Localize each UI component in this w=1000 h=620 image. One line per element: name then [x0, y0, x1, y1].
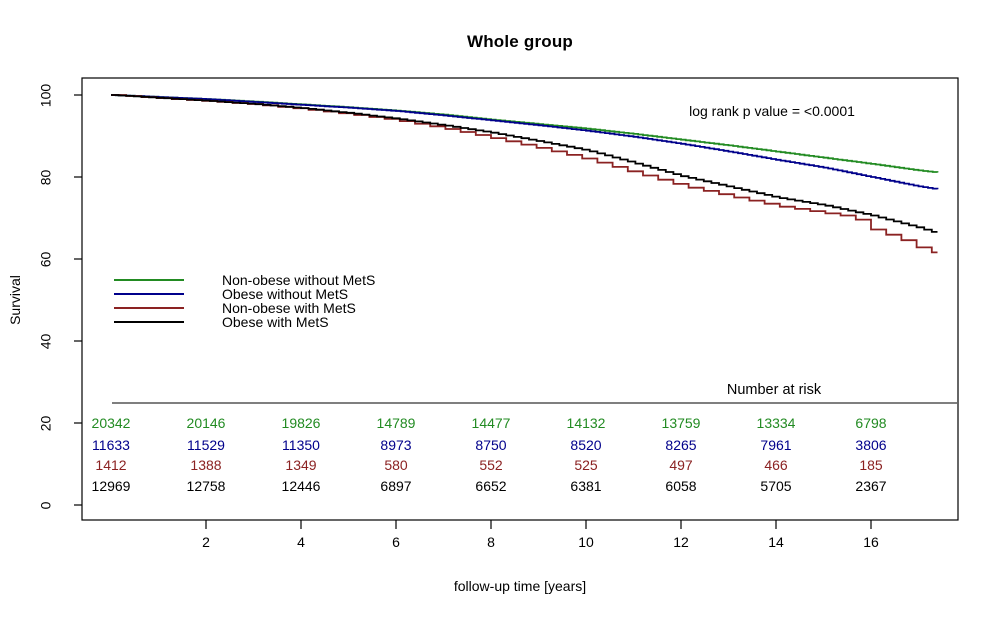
risk-cell: 1412	[95, 457, 127, 473]
x-tick-label: 12	[673, 534, 689, 550]
x-tick-label: 8	[487, 534, 495, 550]
risk-cell: 1388	[190, 457, 222, 473]
risk-cell: 20342	[91, 415, 131, 431]
risk-cell: 6798	[855, 415, 887, 431]
risk-cell: 6897	[380, 478, 412, 494]
legend-label: Non-obese without MetS	[222, 272, 376, 288]
risk-cell: 11350	[282, 437, 320, 453]
risk-cell: 5705	[760, 478, 792, 494]
x-tick-label: 4	[297, 534, 305, 550]
risk-cell: 12758	[186, 478, 226, 494]
x-tick-label: 2	[202, 534, 210, 550]
legend-line-swatch	[114, 307, 184, 309]
risk-cell: 6058	[665, 478, 697, 494]
risk-cell: 525	[574, 457, 598, 473]
risk-cell: 466	[764, 457, 788, 473]
legend-label: Non-obese with MetS	[222, 300, 356, 316]
risk-cell: 2367	[855, 478, 887, 494]
risk-cell: 19826	[281, 415, 321, 431]
risk-cell: 14789	[376, 415, 416, 431]
risk-cell: 8750	[475, 437, 507, 453]
risk-cell: 185	[859, 457, 883, 473]
risk-cell: 497	[669, 457, 693, 473]
risk-cell: 20146	[186, 415, 226, 431]
legend-line-swatch	[114, 321, 184, 323]
x-tick-label: 16	[863, 534, 879, 550]
risk-cell: 580	[384, 457, 408, 473]
y-axis-ticks	[74, 94, 82, 506]
risk-cell: 8973	[380, 437, 412, 453]
legend-item: Non-obese with MetS	[0, 301, 420, 315]
risk-cell: 552	[479, 457, 503, 473]
survival-curve-obese-with-mets	[111, 94, 938, 233]
survival-curve-obese-without-mets	[111, 94, 939, 190]
risk-cell: 6381	[570, 478, 602, 494]
y-tick-label: 20	[37, 415, 54, 431]
risk-cell: 3806	[855, 437, 887, 453]
legend-line-swatch	[114, 293, 184, 295]
x-axis-ticks	[205, 520, 872, 529]
risk-cell: 12969	[91, 478, 131, 494]
risk-cell: 14477	[471, 415, 511, 431]
risk-cell: 11633	[92, 437, 130, 453]
chart-title: Whole group	[466, 32, 574, 51]
risk-cell: 11529	[187, 437, 225, 453]
y-tick-label: 0	[37, 501, 54, 509]
risk-cell: 7961	[760, 437, 792, 453]
risk-cell: 13759	[661, 415, 701, 431]
legend-line-swatch	[114, 279, 184, 281]
x-tick-label: 10	[578, 534, 594, 550]
risk-cell: 6652	[475, 478, 507, 494]
legend-label: Obese without MetS	[222, 286, 349, 302]
y-tick-label: 100	[37, 83, 54, 107]
number-at-risk-header: Number at risk	[726, 382, 822, 398]
legend-item: Obese with MetS	[0, 315, 420, 329]
survival-curves	[111, 94, 939, 254]
risk-cell: 8520	[570, 437, 602, 453]
risk-cell: 14132	[566, 415, 606, 431]
legend-item: Non-obese without MetS	[0, 273, 420, 287]
legend-item: Obese without MetS	[0, 287, 420, 301]
risk-cell: 1349	[285, 457, 317, 473]
plot-border	[81, 77, 959, 521]
risk-cell: 12446	[281, 478, 321, 494]
y-tick-label: 80	[37, 169, 54, 185]
risk-cell: 8265	[665, 437, 697, 453]
x-axis-label: follow-up time [years]	[453, 578, 587, 594]
legend-label: Obese with MetS	[222, 314, 329, 330]
log-rank-p-value-annotation: log rank p value = <0.0001	[689, 103, 855, 119]
risk-cell: 13334	[756, 415, 796, 431]
x-tick-label: 6	[392, 534, 400, 550]
x-tick-label: 14	[768, 534, 784, 550]
